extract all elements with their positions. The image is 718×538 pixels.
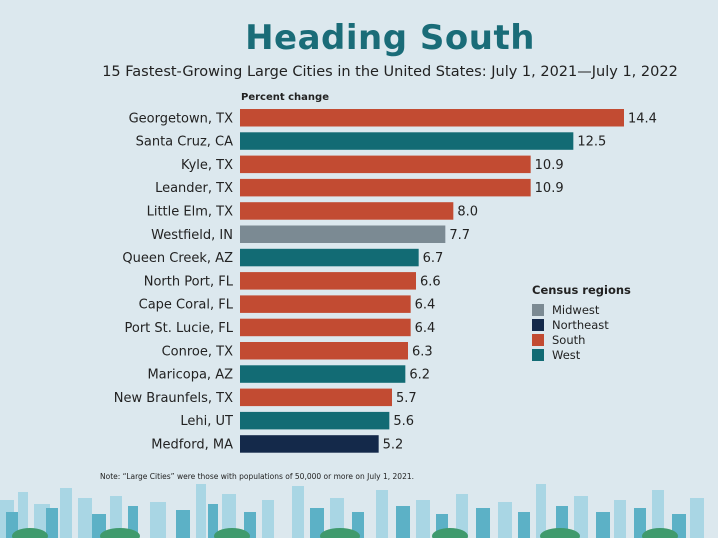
value-label-new-braunfels-tx: 5.7 <box>396 391 417 406</box>
bar-maricopa-az <box>240 365 406 383</box>
footnote: Note: “Large Cities” were those with pop… <box>100 472 415 481</box>
skyline-back-layer <box>0 484 704 538</box>
bar-santa-cruz-ca <box>240 132 574 150</box>
legend-label-south: South <box>552 332 586 347</box>
legend-item-midwest: Midwest <box>532 302 631 317</box>
category-label-conroe-tx: Conroe, TX <box>162 344 233 359</box>
category-label-queen-creek-az: Queen Creek, AZ <box>122 251 233 266</box>
value-label-medford-ma: 5.2 <box>383 437 404 452</box>
bar-chart: Georgetown, TX 14.4 Santa Cruz, CA 12.5 Kyle… <box>114 109 657 453</box>
bar-westfield-in <box>240 225 446 243</box>
bar-new-braunfels-tx <box>240 388 392 407</box>
axis-label: Percent change <box>241 92 329 103</box>
legend-title: Census regions <box>532 283 631 297</box>
bar-leander-tx <box>240 178 531 197</box>
legend-swatch-northeast <box>532 318 544 331</box>
value-label-lehi-ut: 5.6 <box>393 414 414 429</box>
bar-little-elm-tx <box>240 202 454 220</box>
bar-queen-creek-az <box>240 248 419 267</box>
value-label-santa-cruz-ca: 12.5 <box>577 135 606 150</box>
bar-medford-ma <box>240 435 379 453</box>
category-label-lehi-ut: Lehi, UT <box>180 414 233 429</box>
value-label-georgetown-tx: 14.4 <box>628 111 657 126</box>
category-label-westfield-in: Westfield, IN <box>151 228 233 243</box>
value-label-kyle-tx: 10.9 <box>535 158 564 173</box>
bar-conroe-tx <box>240 342 408 360</box>
value-label-maricopa-az: 6.2 <box>409 368 430 383</box>
category-label-cape-coral-fl: Cape Coral, FL <box>139 298 234 313</box>
category-label-maricopa-az: Maricopa, AZ <box>147 368 233 383</box>
legend-swatch-west <box>532 348 544 361</box>
chart-title: Heading South <box>245 18 535 58</box>
value-label-little-elm-tx: 8.0 <box>457 204 478 219</box>
legend: Census regions Midwest Northeast South W… <box>532 283 631 362</box>
category-label-leander-tx: Leander, TX <box>155 181 233 196</box>
legend-label-midwest: Midwest <box>552 302 600 317</box>
value-label-north-port-fl: 6.6 <box>420 274 441 289</box>
category-label-port-st-lucie-fl: Port St. Lucie, FL <box>124 321 233 336</box>
value-label-port-st-lucie-fl: 6.4 <box>415 321 436 336</box>
bar-north-port-fl <box>240 272 416 290</box>
value-label-cape-coral-fl: 6.4 <box>415 298 436 313</box>
legend-item-northeast: Northeast <box>532 317 631 332</box>
value-label-queen-creek-az: 6.7 <box>423 251 444 266</box>
city-skyline-illustration <box>0 484 704 538</box>
category-label-kyle-tx: Kyle, TX <box>181 158 233 173</box>
category-label-georgetown-tx: Georgetown, TX <box>129 111 234 126</box>
legend-item-west: West <box>532 347 631 362</box>
bar-georgetown-tx <box>240 109 624 127</box>
skyline-trees <box>12 528 678 538</box>
legend-swatch-midwest <box>532 303 544 316</box>
value-label-leander-tx: 10.9 <box>535 181 564 196</box>
category-label-north-port-fl: North Port, FL <box>144 274 234 289</box>
category-label-new-braunfels-tx: New Braunfels, TX <box>114 391 233 406</box>
chart-subtitle: 15 Fastest-Growing Large Cities in the U… <box>102 64 678 80</box>
bar-cape-coral-fl <box>240 295 411 313</box>
category-label-santa-cruz-ca: Santa Cruz, CA <box>136 135 233 150</box>
legend-label-west: West <box>552 347 581 362</box>
category-label-medford-ma: Medford, MA <box>151 437 233 452</box>
bar-kyle-tx <box>240 155 531 174</box>
bar-lehi-ut <box>240 411 390 430</box>
category-label-little-elm-tx: Little Elm, TX <box>147 204 233 219</box>
value-label-westfield-in: 7.7 <box>449 228 470 243</box>
value-label-conroe-tx: 6.3 <box>412 344 433 359</box>
legend-item-south: South <box>532 332 631 347</box>
legend-label-northeast: Northeast <box>552 317 609 332</box>
skyline-front-layer <box>6 504 686 538</box>
legend-swatch-south <box>532 333 544 346</box>
bar-port-st-lucie-fl <box>240 318 411 337</box>
